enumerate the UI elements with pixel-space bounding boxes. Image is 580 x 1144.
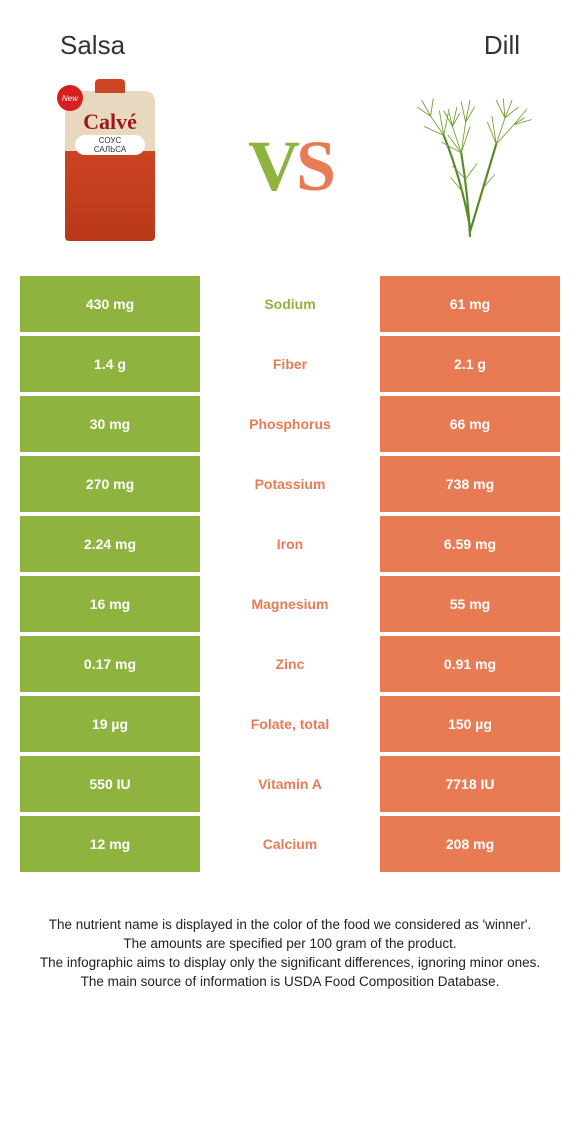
left-value-cell: 270 mg	[20, 456, 200, 512]
vs-v-letter: V	[248, 125, 296, 208]
nutrient-name-cell: Vitamin A	[200, 756, 380, 812]
table-row: 30 mgPhosphorus66 mg	[20, 396, 560, 452]
footer-line-1: The nutrient name is displayed in the co…	[30, 916, 550, 935]
nutrient-name-cell: Sodium	[200, 276, 380, 332]
right-value-cell: 2.1 g	[380, 336, 560, 392]
salsa-cap-icon	[95, 79, 125, 93]
right-value-cell: 61 mg	[380, 276, 560, 332]
header-row: Salsa Dill	[0, 0, 580, 71]
table-row: 19 µgFolate, total150 µg	[20, 696, 560, 752]
right-value-cell: 55 mg	[380, 576, 560, 632]
left-value-cell: 16 mg	[20, 576, 200, 632]
right-value-cell: 150 µg	[380, 696, 560, 752]
footer-line-2: The amounts are specified per 100 gram o…	[30, 935, 550, 954]
right-value-cell: 0.91 mg	[380, 636, 560, 692]
table-row: 16 mgMagnesium55 mg	[20, 576, 560, 632]
new-badge: New	[57, 85, 83, 111]
right-value-cell: 66 mg	[380, 396, 560, 452]
nutrient-name-cell: Fiber	[200, 336, 380, 392]
salsa-pouch-illustration: New Calvé СОУС САЛЬСА	[65, 91, 155, 241]
nutrient-name-cell: Phosphorus	[200, 396, 380, 452]
left-product-title: Salsa	[60, 30, 125, 61]
right-value-cell: 738 mg	[380, 456, 560, 512]
left-value-cell: 30 mg	[20, 396, 200, 452]
salsa-brand-logo: Calvé	[65, 109, 155, 135]
left-product-image: New Calvé СОУС САЛЬСА	[40, 76, 180, 256]
right-value-cell: 7718 IU	[380, 756, 560, 812]
left-value-cell: 0.17 mg	[20, 636, 200, 692]
dill-illustration	[400, 81, 540, 251]
right-product-title: Dill	[484, 30, 520, 61]
salsa-label-oval: СОУС САЛЬСА	[75, 135, 145, 155]
salsa-subtext1: СОУС	[99, 136, 122, 145]
table-row: 0.17 mgZinc0.91 mg	[20, 636, 560, 692]
table-row: 430 mgSodium61 mg	[20, 276, 560, 332]
left-value-cell: 1.4 g	[20, 336, 200, 392]
table-row: 550 IUVitamin A7718 IU	[20, 756, 560, 812]
table-row: 2.24 mgIron6.59 mg	[20, 516, 560, 572]
nutrient-name-cell: Calcium	[200, 816, 380, 872]
table-row: 1.4 gFiber2.1 g	[20, 336, 560, 392]
left-value-cell: 430 mg	[20, 276, 200, 332]
left-value-cell: 19 µg	[20, 696, 200, 752]
left-value-cell: 12 mg	[20, 816, 200, 872]
left-value-cell: 2.24 mg	[20, 516, 200, 572]
salsa-subtext2: САЛЬСА	[94, 145, 126, 154]
vs-label: V S	[248, 125, 332, 208]
nutrient-name-cell: Folate, total	[200, 696, 380, 752]
footer-notes: The nutrient name is displayed in the co…	[0, 876, 580, 1022]
vs-s-letter: S	[296, 125, 332, 208]
nutrient-name-cell: Potassium	[200, 456, 380, 512]
table-row: 12 mgCalcium208 mg	[20, 816, 560, 872]
images-row: New Calvé СОУС САЛЬСА V S	[0, 71, 580, 276]
footer-line-3: The infographic aims to display only the…	[30, 954, 550, 973]
table-row: 270 mgPotassium738 mg	[20, 456, 560, 512]
left-value-cell: 550 IU	[20, 756, 200, 812]
footer-line-4: The main source of information is USDA F…	[30, 973, 550, 992]
right-value-cell: 208 mg	[380, 816, 560, 872]
nutrient-name-cell: Magnesium	[200, 576, 380, 632]
comparison-table: 430 mgSodium61 mg1.4 gFiber2.1 g30 mgPho…	[0, 276, 580, 872]
nutrient-name-cell: Iron	[200, 516, 380, 572]
right-product-image	[400, 76, 540, 256]
nutrient-name-cell: Zinc	[200, 636, 380, 692]
right-value-cell: 6.59 mg	[380, 516, 560, 572]
